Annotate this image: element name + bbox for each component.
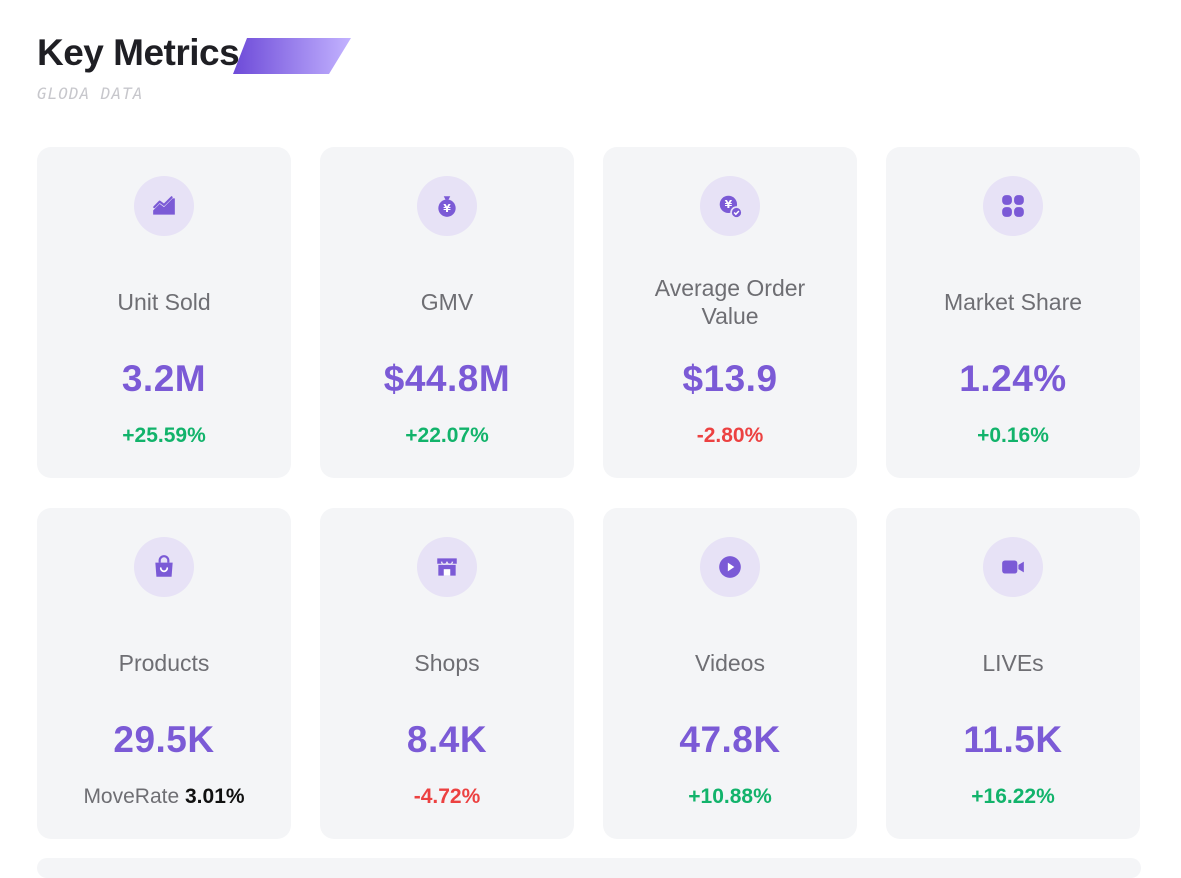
metric-change: +16.22% <box>971 785 1055 808</box>
metric-label: Shops <box>414 650 480 676</box>
page-subtitle: GLODA DATA <box>37 84 144 103</box>
metric-card-market-share: Market Share 1.24% +0.16% <box>886 147 1140 478</box>
play-icon <box>700 537 760 597</box>
video-camera-icon <box>983 537 1043 597</box>
metric-label: LIVEs <box>982 650 1044 676</box>
metric-change: -2.80% <box>696 424 764 447</box>
metric-value: 47.8K <box>679 719 781 760</box>
trend-chart-icon <box>134 176 194 236</box>
title-accent-shape <box>233 38 351 74</box>
moverate: MoveRate 3.01% <box>37 785 291 809</box>
moverate-label: MoveRate <box>83 785 180 808</box>
yen-coin-check-icon: ¥ <box>700 176 760 236</box>
metric-change: +0.16% <box>977 424 1049 447</box>
shopping-bag-icon <box>134 537 194 597</box>
page-title: Key Metrics <box>37 32 240 73</box>
metric-value: 3.2M <box>121 358 207 399</box>
metric-value: 1.24% <box>959 358 1067 399</box>
moverate-value: 3.01% <box>185 785 245 808</box>
metric-change: -4.72% <box>413 785 481 808</box>
metric-card-average-order-value: ¥ Average Order Value $13.9 -2.80% <box>603 147 857 478</box>
metric-value: 11.5K <box>963 719 1063 760</box>
svg-text:¥: ¥ <box>443 202 451 215</box>
metric-card-products: Products 29.5K MoveRate 3.01% <box>37 508 291 839</box>
header: Key Metrics GLODA DATA <box>37 30 351 103</box>
metric-card-gmv: ¥ GMV $44.8M +22.07% <box>320 147 574 478</box>
metric-label: Unit Sold <box>117 289 211 315</box>
metric-change: +22.07% <box>405 424 489 447</box>
metric-card-unit-sold: Unit Sold 3.2M +25.59% <box>37 147 291 478</box>
metric-card-videos: Videos 47.8K +10.88% <box>603 508 857 839</box>
metric-card-shops: Shops 8.4K -4.72% <box>320 508 574 839</box>
metric-label: Products <box>118 650 210 676</box>
metric-change: +10.88% <box>688 785 772 808</box>
metric-card-lives: LIVEs 11.5K +16.22% <box>886 508 1140 839</box>
metric-label: Average Order Value <box>654 275 806 329</box>
storefront-icon <box>417 537 477 597</box>
title-wrap: Key Metrics <box>37 30 351 76</box>
metric-value: $13.9 <box>682 358 778 399</box>
metric-label: GMV <box>420 289 474 315</box>
svg-text:¥: ¥ <box>725 198 733 211</box>
metric-change: +25.59% <box>122 424 206 447</box>
metric-label: Market Share <box>943 289 1083 315</box>
grid-apps-icon <box>983 176 1043 236</box>
next-section-card <box>37 858 1141 878</box>
metric-value: 8.4K <box>406 719 488 760</box>
metric-value: 29.5K <box>113 719 215 760</box>
money-bag-icon: ¥ <box>417 176 477 236</box>
metric-value: $44.8M <box>383 358 511 399</box>
metric-label: Videos <box>695 650 765 676</box>
